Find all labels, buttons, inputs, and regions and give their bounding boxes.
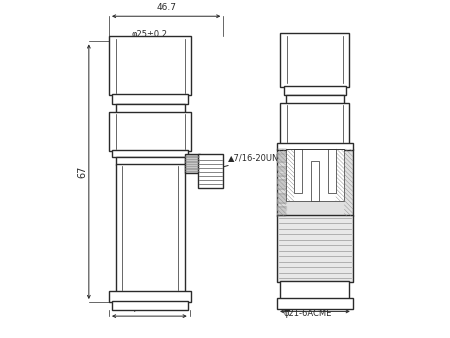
Polygon shape bbox=[277, 213, 285, 216]
Bar bbox=[285, 149, 344, 201]
Bar bbox=[277, 149, 353, 216]
Polygon shape bbox=[277, 206, 285, 210]
Bar bbox=[112, 94, 188, 104]
Polygon shape bbox=[277, 173, 285, 176]
Polygon shape bbox=[277, 179, 285, 183]
Bar bbox=[109, 291, 191, 302]
Bar bbox=[184, 154, 200, 173]
Bar bbox=[116, 158, 184, 165]
Bar bbox=[277, 143, 353, 150]
Text: ▲TR21×4/: ▲TR21×4/ bbox=[284, 302, 327, 311]
Polygon shape bbox=[277, 193, 285, 196]
Polygon shape bbox=[277, 199, 285, 203]
Bar bbox=[112, 150, 188, 158]
Bar bbox=[116, 164, 184, 292]
Bar bbox=[198, 154, 223, 188]
Bar bbox=[116, 104, 184, 114]
Polygon shape bbox=[277, 159, 285, 163]
Bar bbox=[109, 37, 191, 95]
Polygon shape bbox=[277, 186, 285, 189]
Bar bbox=[280, 103, 349, 144]
Polygon shape bbox=[277, 152, 285, 156]
Polygon shape bbox=[277, 166, 285, 169]
Bar bbox=[285, 95, 344, 104]
Text: φ21-6ACME: φ21-6ACME bbox=[284, 310, 332, 318]
Bar bbox=[112, 301, 188, 310]
Text: 46.7: 46.7 bbox=[156, 3, 176, 12]
Bar bbox=[277, 298, 353, 309]
Text: φ25±0.2: φ25±0.2 bbox=[131, 30, 167, 39]
Bar bbox=[280, 33, 349, 87]
Bar bbox=[109, 112, 191, 151]
Text: 67: 67 bbox=[78, 166, 88, 178]
Bar bbox=[328, 149, 336, 193]
Text: φ26±0.2: φ26±0.2 bbox=[131, 123, 167, 131]
Text: φ25±0.2: φ25±0.2 bbox=[131, 303, 167, 312]
Bar bbox=[277, 215, 353, 282]
Bar bbox=[284, 86, 346, 95]
Bar bbox=[280, 281, 349, 299]
Bar bbox=[294, 149, 302, 193]
Text: ▲7/16-20UNF: ▲7/16-20UNF bbox=[207, 153, 284, 172]
Bar bbox=[311, 161, 319, 201]
